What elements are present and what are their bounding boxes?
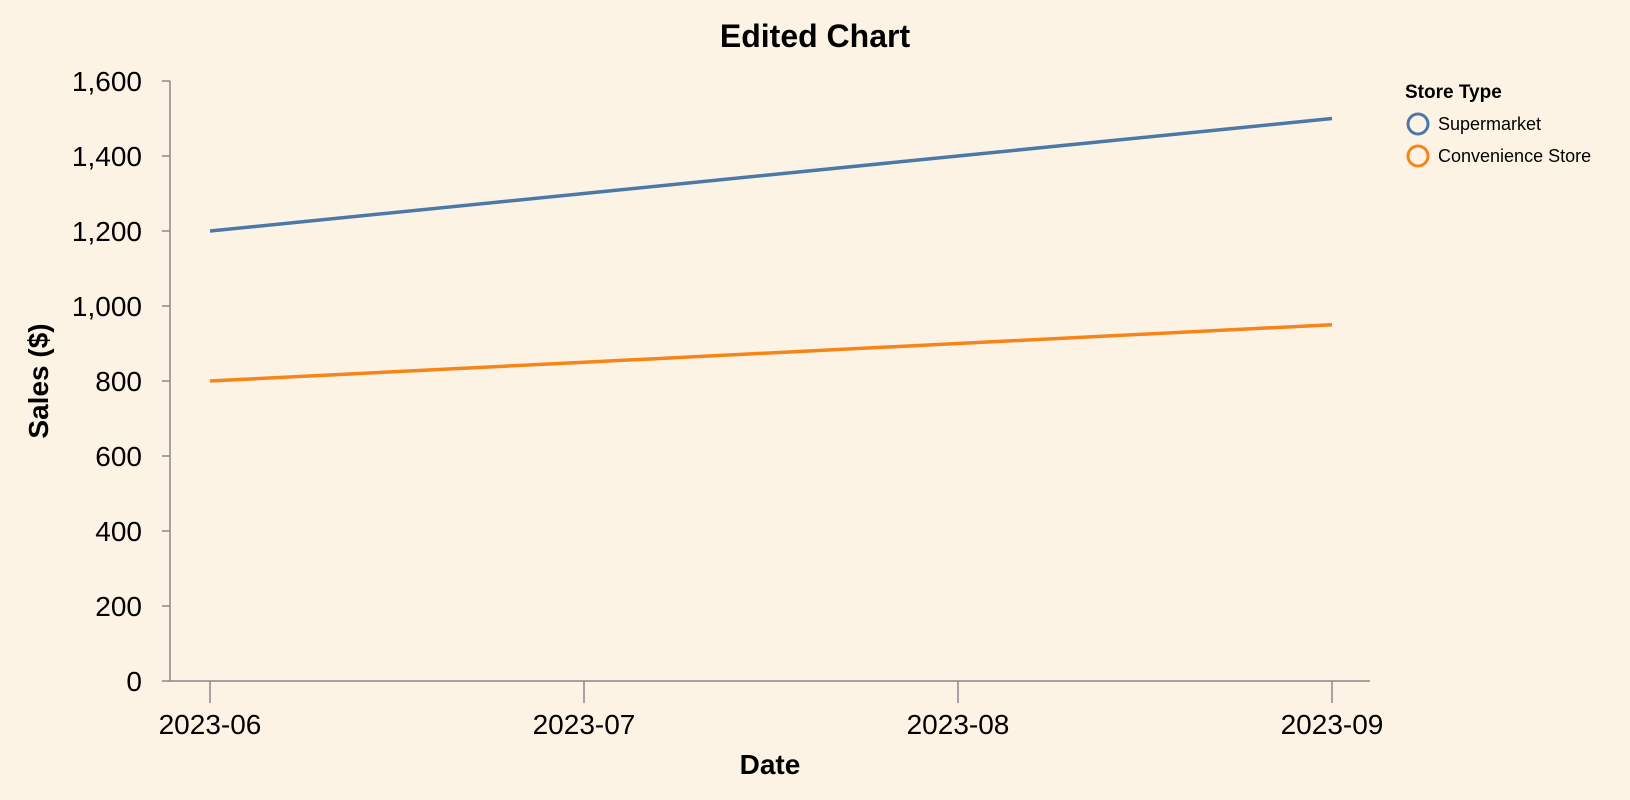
y-axis-title: Sales ($)	[23, 323, 54, 438]
series-line-1	[209, 323, 1333, 383]
y-tick-label: 1,000	[72, 291, 142, 322]
y-tick-label: 1,200	[72, 216, 142, 247]
x-tick-label: 2023-08	[907, 709, 1010, 740]
legend: Store Type Supermarket Convenience Store	[1405, 82, 1591, 168]
legend-label: Supermarket	[1438, 114, 1541, 134]
x-tick-label: 2023-09	[1281, 709, 1384, 740]
x-axis-title: Date	[740, 749, 801, 780]
y-tick-label: 0	[126, 666, 142, 697]
legend-title: Store Type	[1405, 82, 1502, 103]
y-tick-label: 400	[95, 516, 142, 547]
chart-title: Edited Chart	[720, 18, 911, 54]
y-tick-label: 600	[95, 441, 142, 472]
y-tick-label: 1,600	[72, 66, 142, 97]
x-axis: 2023-06 2023-07 2023-08 2023-09	[159, 680, 1384, 740]
series-line-0	[209, 116, 1333, 233]
legend-symbol-icon	[1406, 112, 1430, 136]
y-tick-label: 200	[95, 591, 142, 622]
y-tick-label: 800	[95, 366, 142, 397]
y-axis: 0 200 400 600 800 1,000 1,200 1,400 1,600	[72, 66, 171, 697]
legend-label: Convenience Store	[1438, 146, 1591, 166]
y-tick-label: 1,400	[72, 141, 142, 172]
series-group	[209, 116, 1333, 383]
x-tick-label: 2023-06	[159, 709, 262, 740]
legend-symbol-icon	[1406, 144, 1430, 168]
x-tick-label: 2023-07	[533, 709, 636, 740]
